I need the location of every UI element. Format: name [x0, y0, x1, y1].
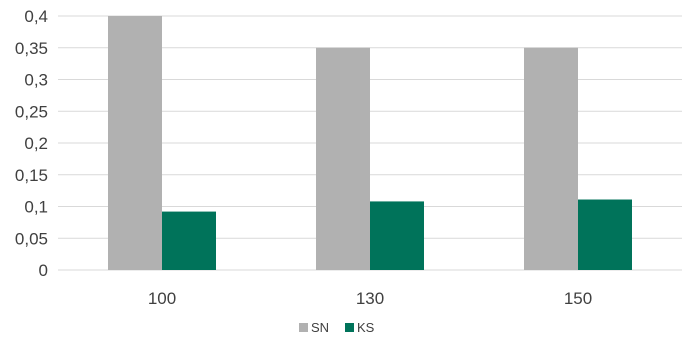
legend-label-ks: KS: [357, 320, 375, 335]
y-axis: 0 0,05 0,1 0,15 0,2 0,25 0,3 0,35 0,4: [15, 7, 48, 280]
legend-swatch-ks: [345, 323, 354, 332]
bar-sn: [316, 47, 370, 270]
x-tick-label: 130: [356, 289, 384, 308]
bar-ks: [370, 201, 424, 270]
y-tick-label: 0,1: [24, 198, 48, 217]
x-tick-label: 100: [148, 289, 176, 308]
bar-sn: [524, 47, 578, 270]
y-tick-label: 0: [39, 261, 48, 280]
legend: SN KS: [299, 320, 375, 335]
y-tick-label: 0,05: [15, 229, 48, 248]
y-tick-label: 0,3: [24, 71, 48, 90]
x-tick-label: 150: [564, 289, 592, 308]
x-axis: 100 130 150: [148, 289, 592, 308]
y-tick-label: 0,4: [24, 7, 48, 26]
y-tick-label: 0,35: [15, 39, 48, 58]
bars: [108, 16, 632, 270]
bar-sn: [108, 16, 162, 270]
y-tick-label: 0,15: [15, 166, 48, 185]
legend-swatch-sn: [299, 323, 308, 332]
bar-ks: [162, 211, 216, 270]
bar-ks: [578, 199, 632, 270]
legend-label-sn: SN: [311, 320, 329, 335]
y-tick-label: 0,2: [24, 134, 48, 153]
y-tick-label: 0,25: [15, 102, 48, 121]
